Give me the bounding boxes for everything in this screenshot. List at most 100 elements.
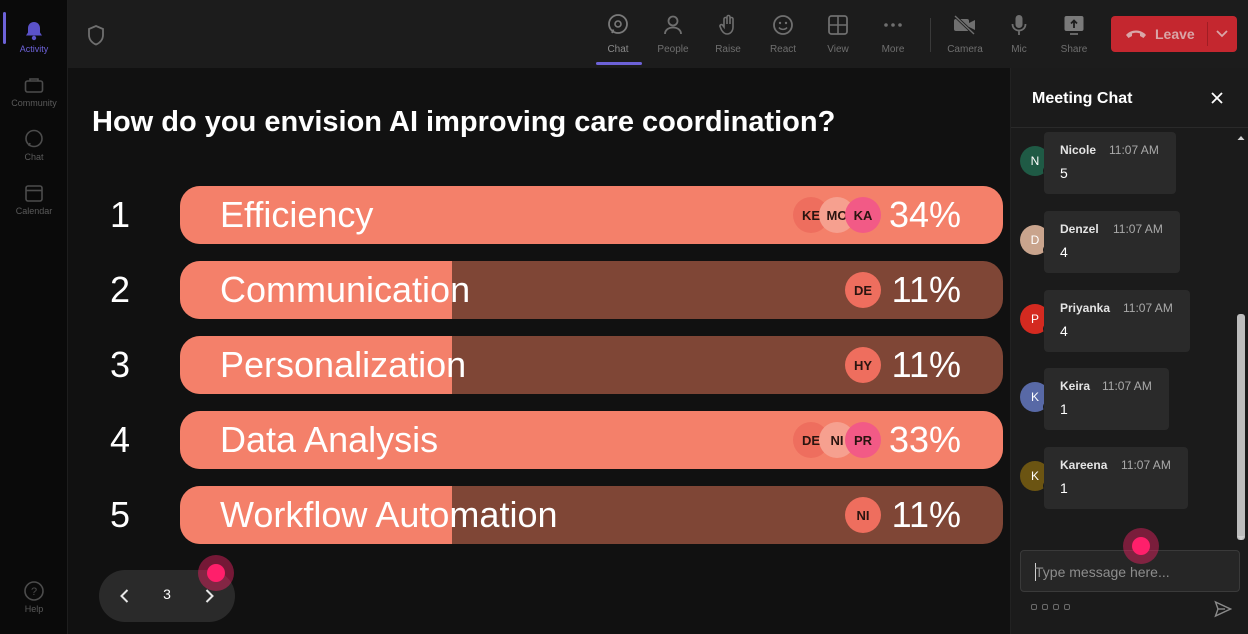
rail-item-calendar[interactable]: Calendar (0, 174, 68, 224)
poll-option-percent: 11% (891, 269, 961, 310)
svg-text:?: ? (31, 586, 37, 598)
poll-option-label: Data Analysis (220, 419, 439, 460)
voter-avatars: DE (845, 272, 881, 308)
shield-icon[interactable] (86, 24, 106, 46)
chevron-right-icon[interactable] (199, 586, 219, 606)
poll-option-row: 3 Personalization HY 11% (108, 336, 1003, 394)
view-button-label: View (827, 44, 849, 55)
format-icon[interactable] (1031, 604, 1037, 610)
poll-option-number: 1 (109, 194, 131, 235)
poll-option-row: 4 Data Analysis DE NI PR 33% (108, 411, 1003, 469)
share-screen-icon (1061, 12, 1087, 38)
rail-item-activity[interactable]: Activity (0, 12, 68, 62)
poll-option-percent: 34% (888, 194, 961, 235)
phone-hangup-icon (1125, 28, 1147, 40)
page-number: 3 (163, 586, 171, 602)
people-button[interactable]: People (648, 10, 698, 62)
raise-hand-label: Raise (715, 44, 741, 55)
chat-button[interactable]: Chat (593, 10, 643, 62)
voter-avatar: HY (845, 347, 881, 383)
voter-avatar: PR (845, 422, 881, 458)
gif-icon[interactable] (1064, 604, 1070, 610)
share-button[interactable]: Share (1049, 10, 1099, 62)
send-icon[interactable] (1214, 600, 1233, 618)
message-text: 4 (1060, 244, 1068, 260)
poll-option-number: 5 (109, 494, 131, 535)
more-button[interactable]: More (868, 10, 918, 62)
rail-item-activity-label: Activity (19, 44, 49, 54)
poll-option-percent: 11% (891, 494, 961, 535)
emoji-icon[interactable] (1053, 604, 1059, 610)
chat-message-input[interactable] (1035, 561, 1225, 583)
poll-option-bar: Workflow Automation NI 11% (180, 486, 1003, 544)
message-bubble: Kareena 11:07 AM 1 (1044, 447, 1188, 509)
poll-option-bar-fill (180, 261, 452, 319)
message-sender: Nicole (1060, 143, 1097, 157)
message-sender: Keira (1060, 379, 1091, 393)
message-text: 1 (1060, 401, 1068, 417)
chat-icon (23, 128, 45, 150)
share-button-label: Share (1060, 44, 1088, 55)
more-button-label: More (881, 44, 905, 55)
react-button-label: React (769, 44, 797, 55)
voter-avatar: DE (845, 272, 881, 308)
chat-scrollbar-thumb[interactable] (1237, 314, 1245, 540)
calendar-icon (23, 182, 45, 204)
poll-option-bar: Communication DE 11% (180, 261, 1003, 319)
message-bubble: Nicole 11:07 AM 5 (1044, 132, 1176, 194)
poll-option-percent: 33% (888, 419, 961, 460)
mic-button-label: Mic (1011, 44, 1027, 55)
leave-button-label: Leave (1155, 26, 1195, 42)
message-sender: Priyanka (1060, 301, 1111, 315)
chat-compose-box[interactable] (1020, 550, 1240, 592)
rail-item-help[interactable]: ? Help (0, 572, 68, 622)
poll-option-label: Efficiency (220, 194, 374, 235)
meeting-toolbar: Chat People Raise React View (68, 0, 1248, 68)
camera-off-icon (952, 12, 978, 38)
leave-divider (1207, 22, 1208, 46)
camera-button[interactable]: Camera (940, 10, 990, 62)
toolbar-divider (930, 18, 931, 52)
scroll-up-arrow-icon[interactable] (1236, 130, 1246, 140)
message-text: 5 (1060, 165, 1068, 181)
meeting-chat-panel: Meeting Chat N Nicole 11:07 AM 5 D Denzel 11:0… (1010, 68, 1248, 634)
poll-option-label: Workflow Automation (220, 494, 558, 535)
react-button[interactable]: React (758, 10, 808, 62)
message-bubble: Priyanka 11:07 AM 4 (1044, 290, 1190, 352)
rail-item-community[interactable]: Community (0, 66, 68, 116)
voter-avatar: NI (845, 497, 881, 533)
leave-button[interactable]: Leave (1111, 16, 1237, 52)
chat-button-label: Chat (607, 44, 629, 55)
help-icon: ? (23, 580, 45, 602)
rail-item-chat[interactable]: Chat (0, 120, 68, 170)
message-sender: Denzel (1060, 222, 1099, 236)
camera-button-label: Camera (947, 44, 983, 55)
poll-option-row: 2 Communication DE 11% (108, 261, 1003, 319)
poll-stage: How do you envision AI improving care co… (68, 68, 1010, 634)
message-text: 1 (1060, 480, 1068, 496)
close-icon[interactable] (1209, 90, 1225, 106)
voter-avatars: HY (845, 347, 881, 383)
raise-hand-button[interactable]: Raise (703, 10, 753, 62)
message-sender: Kareena (1060, 458, 1108, 472)
grid-view-icon (825, 12, 851, 38)
hand-icon (715, 12, 741, 38)
click-indicator (198, 555, 234, 591)
poll-option-bar-fill (180, 336, 452, 394)
chevron-down-icon[interactable] (1213, 26, 1231, 42)
voter-avatar: KA (845, 197, 881, 233)
poll-option-bar-fill (180, 486, 452, 544)
mic-button[interactable]: Mic (994, 10, 1044, 62)
rail-active-indicator (3, 12, 6, 44)
scroll-down-arrow-icon[interactable] (1236, 530, 1246, 540)
message-text: 4 (1060, 323, 1068, 339)
ellipsis-icon (880, 12, 906, 38)
message-timestamp: 11:07 AM (1113, 222, 1163, 236)
rail-item-help-label: Help (24, 604, 44, 614)
view-button[interactable]: View (813, 10, 863, 62)
chevron-left-icon[interactable] (115, 586, 135, 606)
attach-icon[interactable] (1042, 604, 1048, 610)
message-bubble: Denzel 11:07 AM 4 (1044, 211, 1180, 273)
poll-option-label: Personalization (220, 344, 467, 385)
